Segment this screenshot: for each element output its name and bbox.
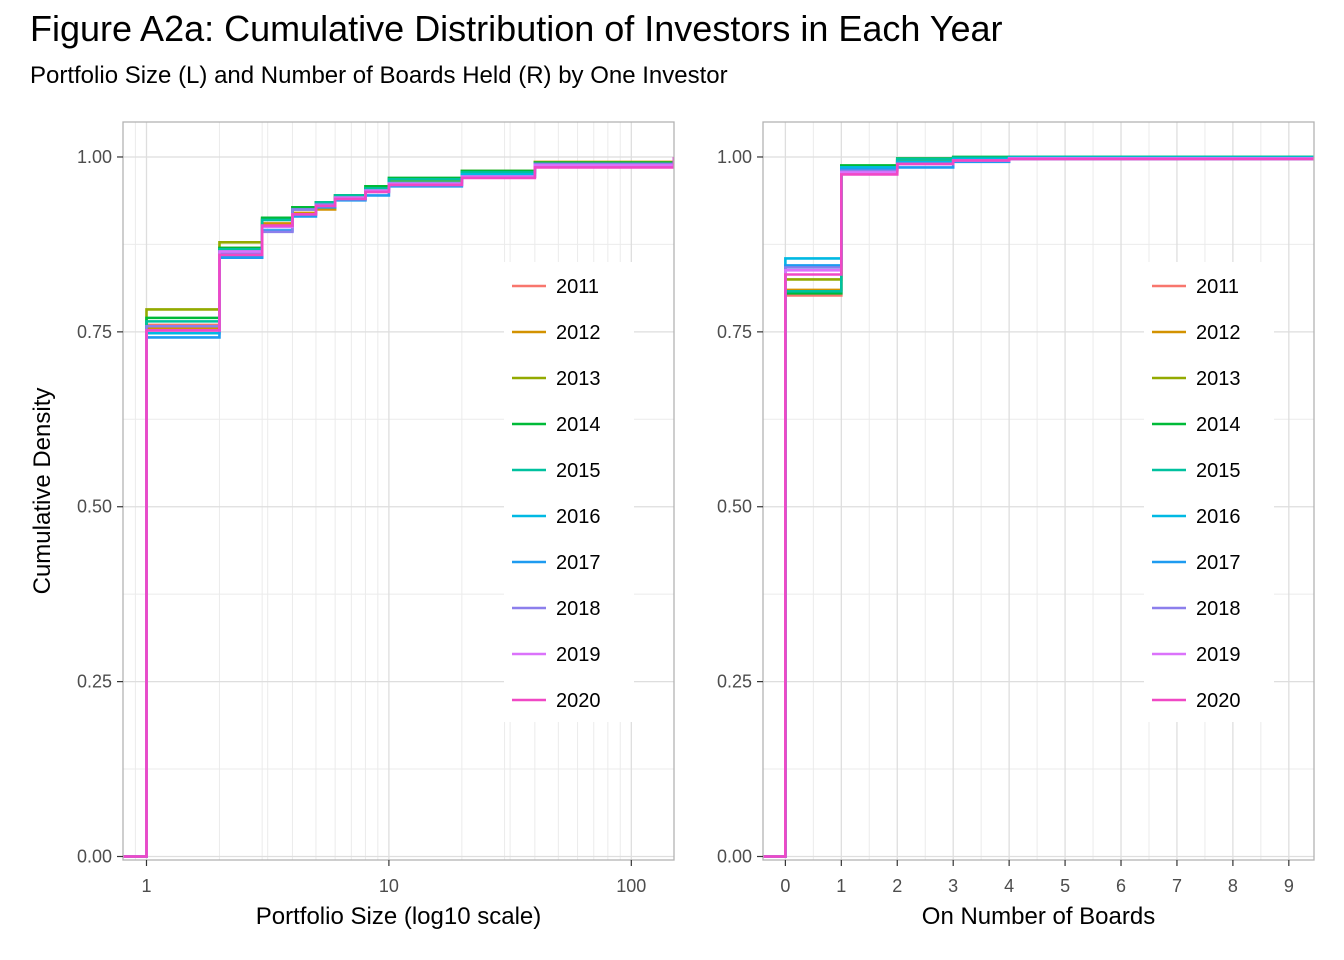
right-legend-label-2016: 2016 xyxy=(1196,506,1241,528)
right-legend-label-2013: 2013 xyxy=(1196,368,1241,390)
right-legend-label-2014: 2014 xyxy=(1196,414,1241,436)
left-series-line-2020 xyxy=(123,156,674,858)
right-x-tick-label: 7 xyxy=(1172,876,1182,896)
right-legend-label-2012: 2012 xyxy=(1196,322,1241,344)
right-legend-label-2020: 2020 xyxy=(1196,690,1241,712)
right-x-axis-title: On Number of Boards xyxy=(922,903,1155,930)
left-series-group xyxy=(123,156,674,858)
right-x-tick-label: 8 xyxy=(1228,876,1238,896)
right-series-group xyxy=(763,155,1314,858)
right-y-tick-label: 1.00 xyxy=(717,147,752,167)
right-legend-label-2019: 2019 xyxy=(1196,644,1241,666)
left-legend-label-2013: 2013 xyxy=(556,368,601,390)
right-panel-border xyxy=(762,121,1315,861)
left-legend-label-2015: 2015 xyxy=(556,460,601,482)
right-x-tick-label: 6 xyxy=(1116,876,1126,896)
left-y-tick-label: 0.75 xyxy=(77,322,112,342)
right-panel: 0.00 0.25 0.50 0.75 1.00 0 1 2 3 4 5 6 7 8 9 On Number … xyxy=(717,121,1315,930)
left-x-axis-title: Portfolio Size (log10 scale) xyxy=(256,903,541,930)
left-legend-label-2016: 2016 xyxy=(556,506,601,528)
right-legend-label-2018: 2018 xyxy=(1196,598,1241,620)
left-panel-border xyxy=(122,121,675,861)
left-legend-background xyxy=(504,262,634,722)
left-legend-label-2018: 2018 xyxy=(556,598,601,620)
left-legend-label-2011: 2011 xyxy=(556,276,599,298)
left-panel: 0.00 0.25 0.50 0.75 1.00 1 10 100 Portfolio Size… xyxy=(29,121,675,930)
right-y-tick-label: 0.75 xyxy=(717,322,752,342)
left-x-tick-label: 1 xyxy=(141,876,151,896)
left-x-tick-label: 10 xyxy=(379,876,399,896)
right-x-tick-label: 9 xyxy=(1284,876,1294,896)
left-legend-label-2017: 2017 xyxy=(556,552,601,574)
left-y-tick-label: 0.50 xyxy=(77,497,112,517)
left-y-tick-label: 0.25 xyxy=(77,672,112,692)
right-x-tick-label: 5 xyxy=(1060,876,1070,896)
left-legend-label-2012: 2012 xyxy=(556,322,601,344)
right-y-tick-label: 0.00 xyxy=(717,847,752,867)
right-legend-label-2015: 2015 xyxy=(1196,460,1241,482)
figure-subtitle: Portfolio Size (L) and Number of Boards … xyxy=(30,62,728,89)
right-legend: 2011 2012 2013 2014 2015 2016 2017 2018 2019 2020 xyxy=(1144,262,1274,722)
right-x-tick-label: 4 xyxy=(1004,876,1014,896)
figure-title: Figure A2a: Cumulative Distribution of I… xyxy=(30,8,1003,49)
right-x-tick-label: 0 xyxy=(780,876,790,896)
right-y-tick-label: 0.50 xyxy=(717,497,752,517)
left-y-tick-label: 1.00 xyxy=(77,147,112,167)
left-legend-label-2014: 2014 xyxy=(556,414,601,436)
right-legend-label-2011: 2011 xyxy=(1196,276,1239,298)
right-x-tick-label: 3 xyxy=(948,876,958,896)
left-legend-label-2019: 2019 xyxy=(556,644,601,666)
right-x-tick-label: 1 xyxy=(836,876,846,896)
left-x-tick-label: 100 xyxy=(616,876,646,896)
left-y-tick-label: 0.00 xyxy=(77,847,112,867)
right-y-tick-label: 0.25 xyxy=(717,672,752,692)
right-legend-label-2017: 2017 xyxy=(1196,552,1241,574)
left-y-axis-title: Cumulative Density xyxy=(29,388,56,595)
left-legend: 2011 2012 2013 2014 2015 2016 2017 2018 2019 2020 xyxy=(504,262,634,722)
right-legend-background xyxy=(1144,262,1274,722)
left-legend-label-2020: 2020 xyxy=(556,690,601,712)
right-series-line-2020 xyxy=(763,156,1314,858)
right-x-tick-label: 2 xyxy=(892,876,902,896)
